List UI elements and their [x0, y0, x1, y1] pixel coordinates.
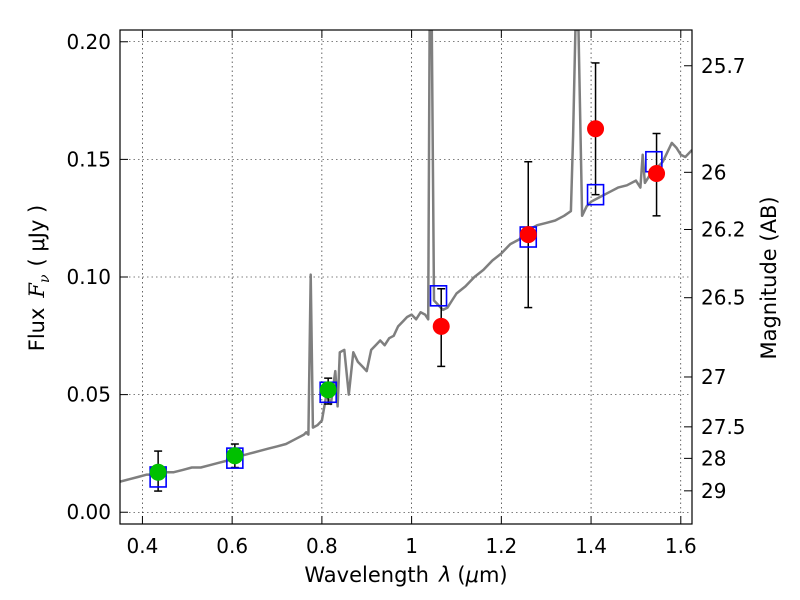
y2-tick-label: 25.7 [701, 54, 746, 78]
y2-tick-label: 27 [701, 365, 726, 389]
observed-photometry-markers [149, 120, 666, 481]
y2-tick-label: 27.5 [701, 415, 746, 439]
y-tick-label: 0.15 [66, 147, 111, 171]
x-axis-ticks: 0.4 0.6 0.8 1 1.2 1.4 1.6 [127, 30, 697, 558]
x-tick-label: 0.6 [216, 534, 248, 558]
x-tick-label: 1.6 [665, 534, 697, 558]
observed-flux-point [519, 226, 537, 244]
y2-tick-label: 28 [701, 446, 726, 470]
x-tick-label: 1.4 [575, 534, 607, 558]
y2-tick-label: 26.2 [701, 217, 746, 241]
y-tick-label: 0.20 [66, 30, 111, 54]
observed-flux-point [648, 164, 666, 182]
model-photometry-square [429, 285, 448, 307]
observed-flux-point [226, 447, 244, 465]
x-tick-label: 1.2 [485, 534, 517, 558]
x-tick-label: 0.4 [127, 534, 159, 558]
y-tick-label: 0.10 [66, 265, 111, 289]
y2-tick-label: 26 [701, 160, 726, 184]
x-tick-label: 1 [405, 534, 418, 558]
x-axis-label: Wavelength λ (μm) [304, 563, 507, 587]
y-axis-ticks: 0.00 0.05 0.10 0.15 0.20 [66, 30, 128, 524]
y-axis-label: FluxFν( μJy ) [25, 205, 53, 351]
y2-tick-label: 29 [701, 479, 726, 503]
y-tick-label: 0.00 [66, 500, 111, 524]
observed-flux-point [319, 381, 337, 399]
y2-tick-label: 26.5 [701, 286, 746, 310]
model-photometry-square [586, 183, 605, 206]
model-spectrum-line [120, 30, 692, 483]
y-tick-label: 0.05 [66, 383, 111, 407]
plot-area [120, 30, 692, 492]
observed-flux-point [432, 317, 450, 335]
observed-flux-point [149, 463, 167, 481]
x-tick-label: 0.8 [306, 534, 338, 558]
observed-flux-point [587, 120, 605, 138]
y2-axis-ticks: 25.7 26 26.2 26.5 27 27.5 28 29 [684, 54, 746, 503]
grid-lines [120, 30, 692, 524]
y2-axis-label: Magnitude (AB) [757, 196, 781, 359]
